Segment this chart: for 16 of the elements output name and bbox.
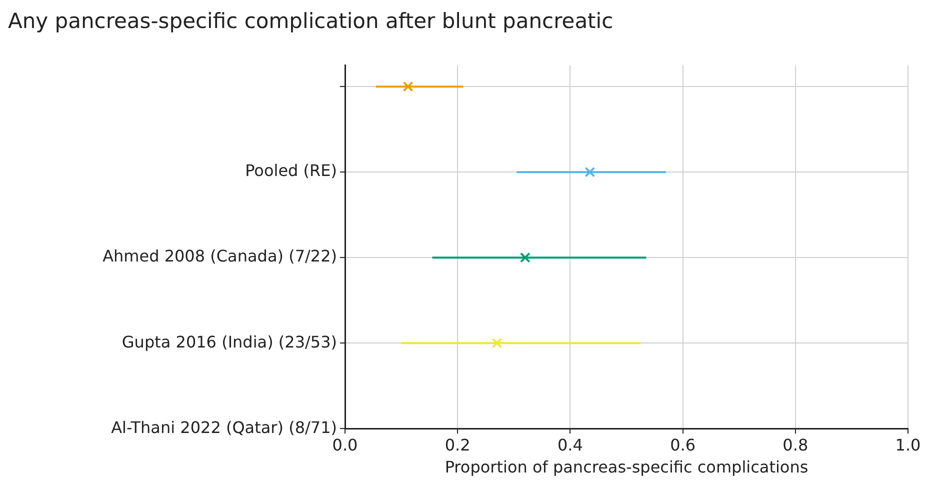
point: [402, 81, 414, 92]
point: [492, 338, 502, 348]
y-tick-label: Pooled (RE): [245, 161, 337, 180]
y-tick-label: Gupta 2016 (India) (23/53): [122, 332, 337, 352]
x-tick-label: 0.0: [332, 435, 358, 454]
y-tick-label: Al-Thani 2022 (Qatar) (8/71): [111, 418, 337, 437]
chart-title: Any pancreas-specific complication after blunt pancreatic: [8, 9, 614, 34]
x-tick-label: 1.0: [895, 435, 921, 454]
x-tick-label: 0.2: [444, 435, 470, 454]
point: [584, 166, 596, 178]
y-tick-label: Ahmed 2008 (Canada) (7/22): [102, 246, 337, 266]
x-tick-label: 0.6: [670, 435, 696, 454]
x-axis-title: Proportion of pancreas-specific complications: [444, 458, 808, 477]
x-tick-label: 0.8: [782, 435, 808, 454]
point: [520, 252, 530, 263]
x-tick-label: 0.4: [557, 435, 583, 454]
